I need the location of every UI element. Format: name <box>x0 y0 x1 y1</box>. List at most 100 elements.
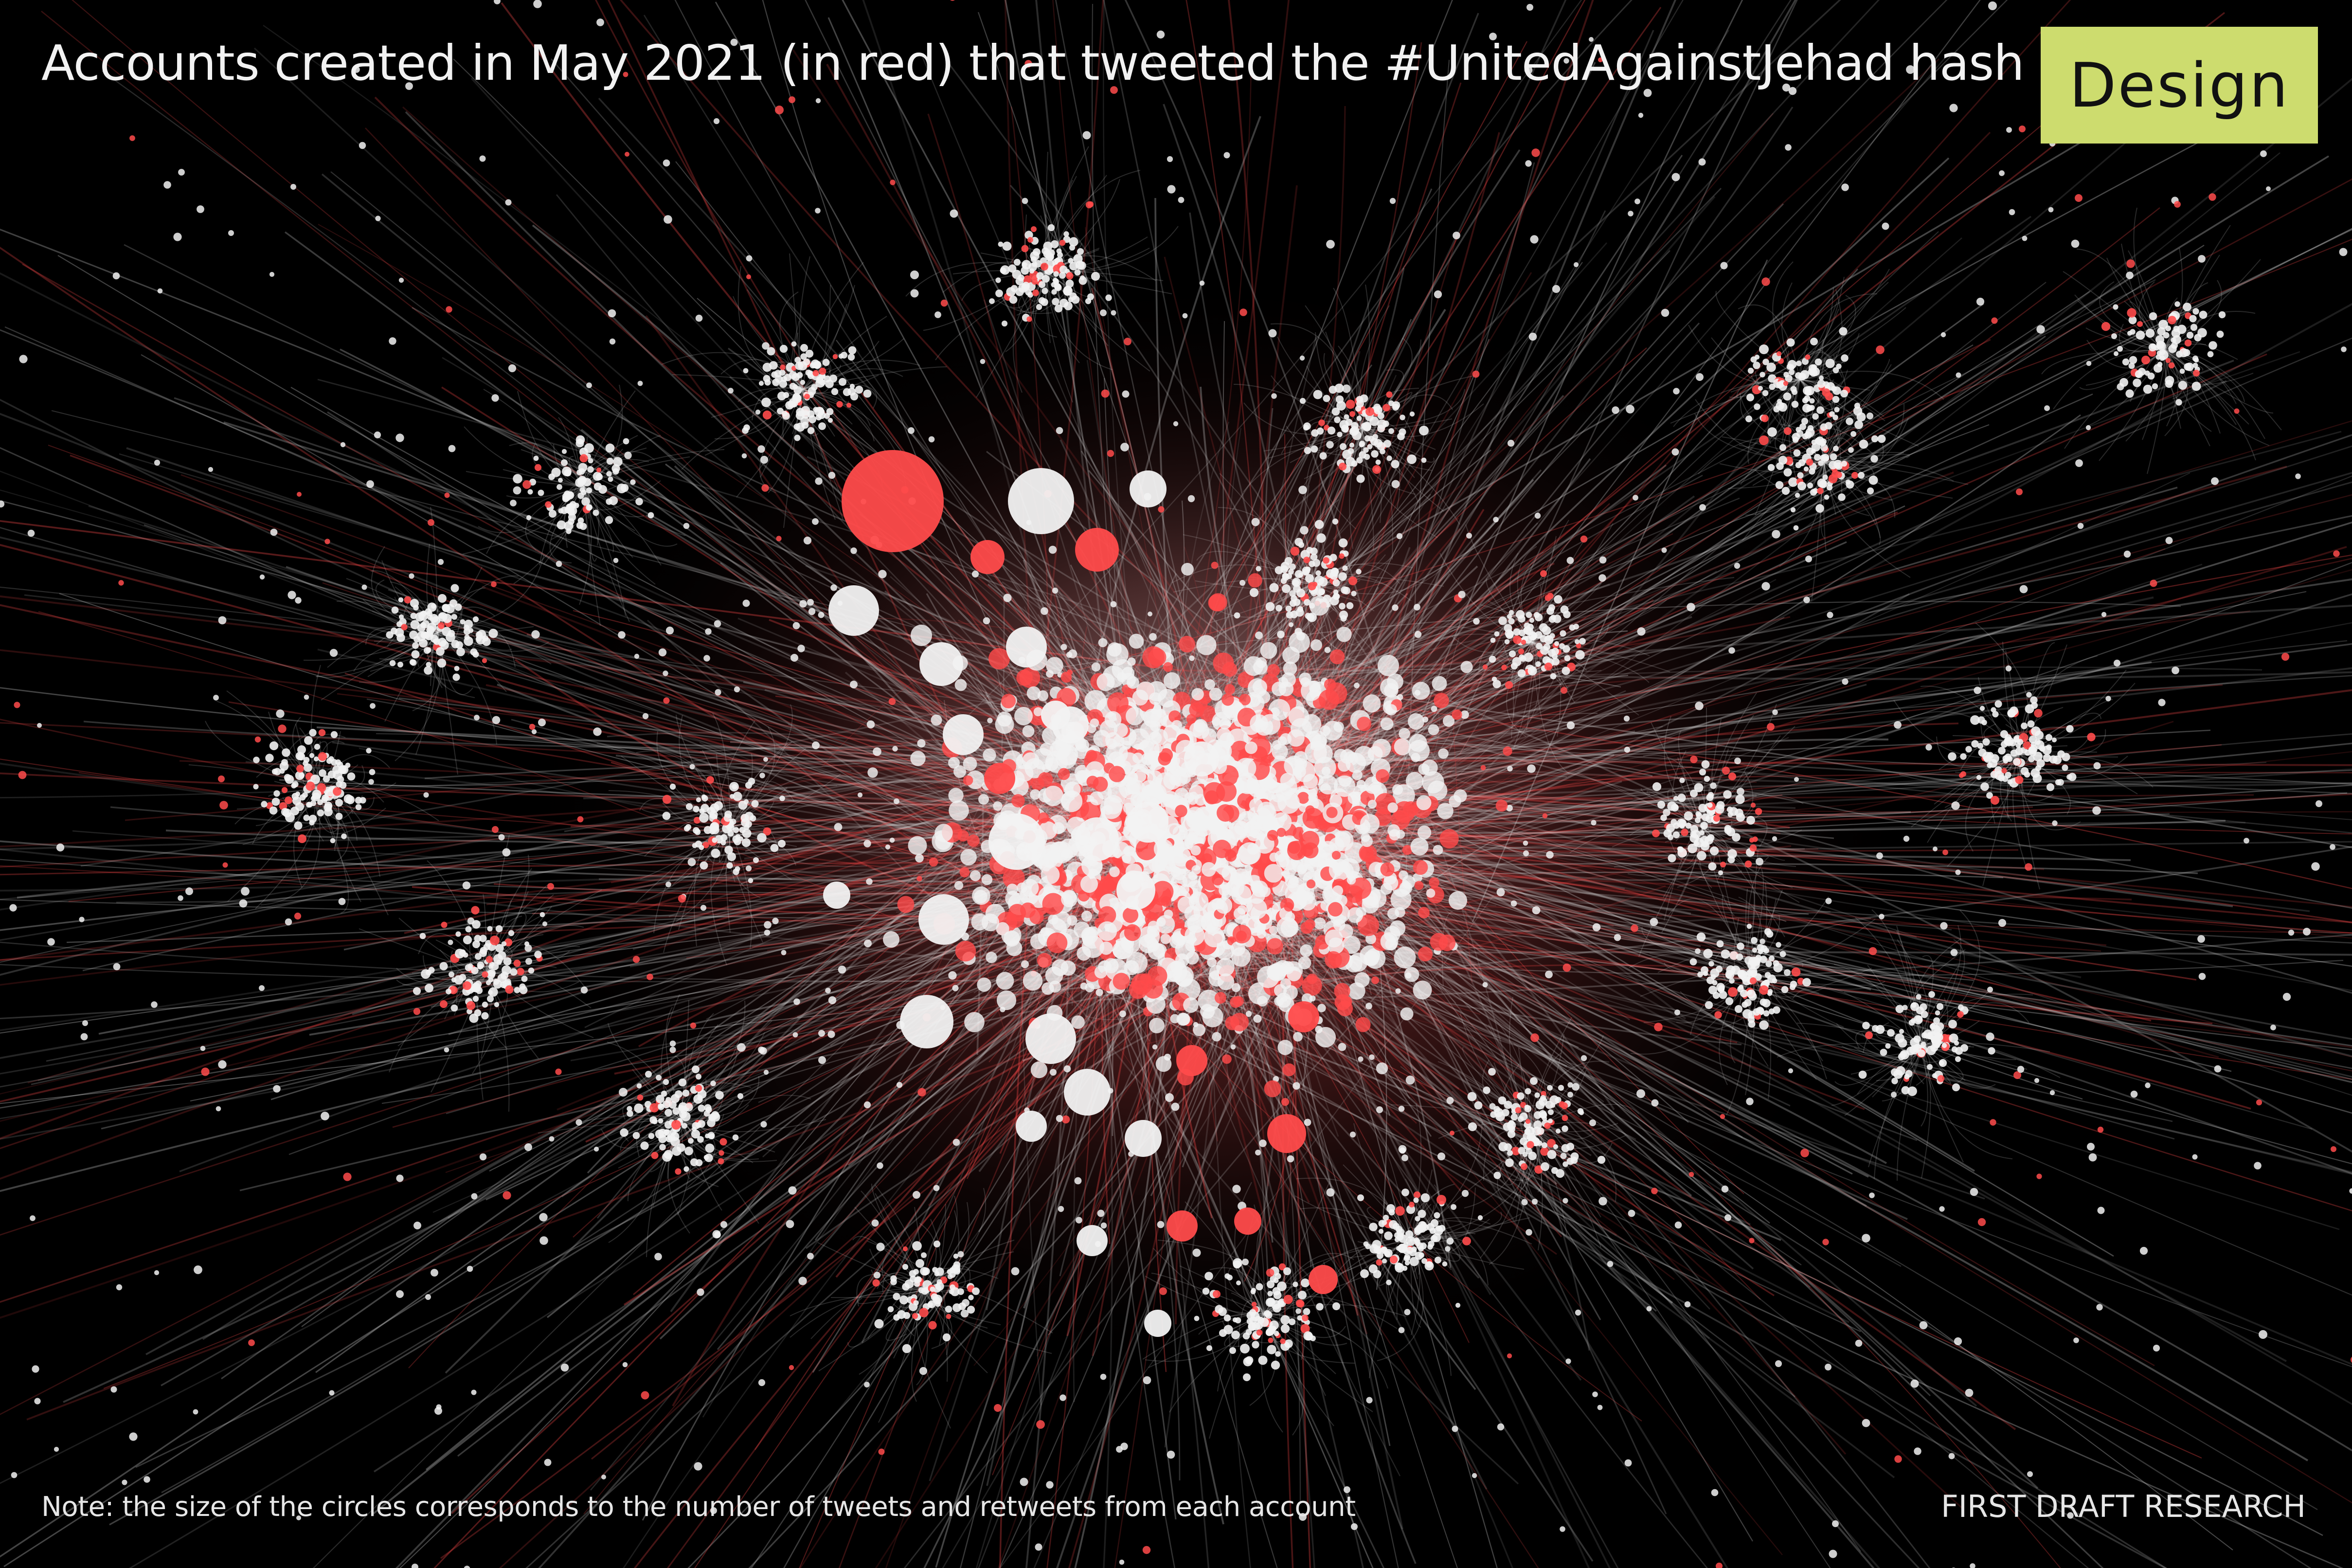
red-account-node <box>1382 404 1390 412</box>
account-node <box>2021 722 2028 729</box>
edge <box>1751 868 1764 973</box>
red-account-node <box>1544 595 1551 601</box>
account-node <box>1980 782 1989 791</box>
account-node <box>1575 650 1585 660</box>
edge <box>1304 757 2352 1058</box>
edge <box>0 940 1060 1303</box>
account-node <box>688 1138 694 1144</box>
edge <box>1422 859 1975 1172</box>
edge <box>312 695 1197 1568</box>
account-node <box>1419 426 1429 435</box>
edge <box>1341 0 1594 830</box>
edge <box>1202 747 2352 1406</box>
edge <box>102 71 1196 942</box>
account-node <box>295 791 301 797</box>
design-tag-label: Design <box>2069 49 2290 121</box>
edge <box>366 698 1009 853</box>
edge <box>1124 0 1399 746</box>
red-account-node <box>1436 1195 1446 1205</box>
edge <box>1025 829 1075 1568</box>
account-node <box>1877 434 1886 443</box>
account-node <box>538 489 544 496</box>
edge <box>720 562 1111 857</box>
account-node <box>253 757 260 763</box>
account-node <box>620 1128 628 1137</box>
edge <box>1325 841 2352 859</box>
account-node <box>989 298 995 304</box>
edge <box>1532 583 1602 643</box>
account-node <box>1825 359 1835 368</box>
edge <box>681 1076 760 1120</box>
edge <box>1338 345 1364 429</box>
account-node <box>1063 231 1069 237</box>
account-node <box>314 743 321 750</box>
account-node <box>1762 359 1769 365</box>
account-node <box>822 359 830 366</box>
account-node <box>682 1089 690 1097</box>
edge <box>437 632 552 665</box>
edge <box>0 595 1185 741</box>
account-node <box>632 1132 640 1139</box>
account-node <box>1319 452 1327 460</box>
edge <box>1362 428 1393 560</box>
account-node <box>1746 816 1755 825</box>
edge <box>374 96 1187 774</box>
account-node <box>1388 428 1394 434</box>
edge <box>253 47 1136 795</box>
account-node <box>446 989 451 994</box>
edge <box>924 1216 950 1290</box>
edge <box>1751 973 1771 1099</box>
edge <box>871 1183 925 1290</box>
account-node <box>1474 1101 1483 1110</box>
edge <box>842 0 1255 751</box>
edge <box>0 527 1087 842</box>
account-node <box>1979 705 1985 711</box>
edge <box>1482 1060 1533 1129</box>
red-account-node <box>1462 1237 1471 1245</box>
red-account-node <box>902 1246 908 1252</box>
edge <box>141 354 1150 966</box>
account-node <box>1549 633 1555 639</box>
edge <box>316 788 349 914</box>
edge <box>57 255 1095 844</box>
account-node <box>1339 443 1347 451</box>
account-node <box>285 775 294 784</box>
account-node <box>1839 327 1848 336</box>
account-node <box>1668 854 1676 863</box>
account-node <box>500 971 509 980</box>
account-node <box>308 814 317 823</box>
edge <box>1234 1182 1265 1314</box>
account-node <box>299 773 305 778</box>
edge <box>3 875 1101 1568</box>
account-node <box>1249 588 1259 597</box>
edge <box>70 454 982 837</box>
edge <box>1029 944 1519 1485</box>
edge <box>472 973 508 1074</box>
design-tag: Design <box>2041 27 2318 144</box>
edge <box>1452 636 1533 653</box>
red-account-node <box>1750 977 1757 984</box>
edge <box>1702 827 1785 937</box>
account-node <box>727 852 736 861</box>
account-node <box>827 417 833 423</box>
edge <box>2000 754 2019 822</box>
account-node <box>1274 1331 1279 1336</box>
edge <box>681 1118 754 1163</box>
red-account-node <box>534 464 542 471</box>
account-node <box>1798 373 1806 380</box>
account-node <box>2062 764 2068 771</box>
edge <box>1203 0 1586 740</box>
account-node <box>1677 793 1686 802</box>
account-node <box>1833 446 1839 451</box>
edge <box>802 388 835 437</box>
edge <box>437 555 544 633</box>
edge <box>999 895 1494 1568</box>
red-account-node <box>1561 1102 1568 1110</box>
edge <box>0 729 1154 1140</box>
edge <box>482 923 505 973</box>
account-node <box>481 1012 489 1020</box>
account-node <box>1921 1010 1928 1018</box>
account-node <box>1834 407 1840 413</box>
edge <box>1384 793 1651 924</box>
edge <box>1120 826 2352 923</box>
